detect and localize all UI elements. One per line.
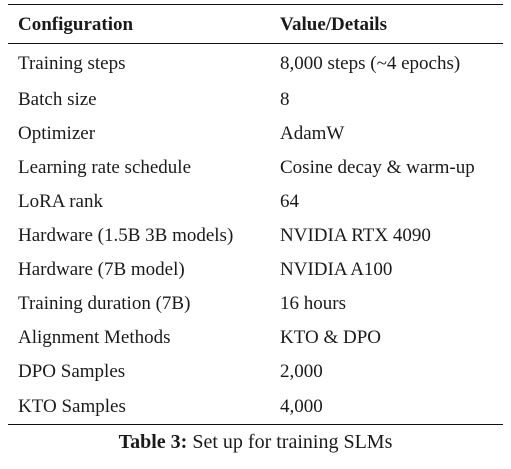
row-config-value: 64 [280, 190, 299, 212]
row-config-label: Batch size [18, 88, 97, 110]
table-row: Optimizer AdamW [8, 116, 503, 150]
table-row: Training duration (7B) 16 hours [8, 286, 503, 320]
row-config-label: DPO Samples [18, 360, 126, 382]
table-body: Training steps 8,000 steps (~4 epochs) B… [8, 44, 503, 425]
row-config-value: 2,000 [280, 360, 323, 382]
table-caption: Table 3: Set up for training SLMs [0, 432, 511, 452]
table-row: Learning rate schedule Cosine decay & wa… [8, 150, 503, 184]
table-row: Alignment Methods KTO & DPO [8, 320, 503, 354]
row-config-value: AdamW [280, 122, 345, 144]
table-row: KTO Samples 4,000 [8, 388, 503, 425]
config-table-container: Configuration Value/Details Training ste… [8, 4, 503, 425]
caption-text: Set up for training SLMs [187, 431, 393, 453]
table-row: Training steps 8,000 steps (~4 epochs) [8, 44, 503, 83]
table-header: Configuration Value/Details [8, 4, 503, 44]
row-config-label: KTO Samples [18, 395, 126, 417]
row-config-label: LoRA rank [18, 190, 103, 212]
header-value-details: Value/Details [280, 13, 387, 35]
header-row: Configuration Value/Details [8, 4, 503, 44]
row-config-value: Cosine decay & warm-up [280, 156, 475, 178]
row-config-value: 8 [280, 88, 290, 110]
row-config-value: NVIDIA A100 [280, 258, 393, 280]
row-config-label: Hardware (1.5B 3B models) [18, 224, 234, 246]
row-config-label: Optimizer [18, 122, 96, 144]
table-row: Hardware (7B model) NVIDIA A100 [8, 252, 503, 286]
row-config-label: Learning rate schedule [18, 156, 192, 178]
row-config-label: Hardware (7B model) [18, 258, 185, 280]
caption-label: Table 3: [118, 431, 188, 453]
table-row: DPO Samples 2,000 [8, 354, 503, 388]
row-config-value: 8,000 steps (~4 epochs) [280, 52, 461, 74]
row-config-value: 4,000 [280, 395, 323, 417]
row-config-label: Training steps [18, 52, 126, 74]
row-config-value: KTO & DPO [280, 326, 381, 348]
row-config-value: NVIDIA RTX 4090 [280, 224, 431, 246]
config-table: Configuration Value/Details Training ste… [8, 4, 503, 425]
row-config-label: Alignment Methods [18, 326, 171, 348]
header-configuration: Configuration [18, 13, 134, 35]
table-row: Hardware (1.5B 3B models) NVIDIA RTX 409… [8, 218, 503, 252]
table-row: Batch size 8 [8, 82, 503, 116]
table-row: LoRA rank 64 [8, 184, 503, 218]
row-config-label: Training duration (7B) [18, 292, 191, 314]
row-config-value: 16 hours [280, 292, 346, 314]
